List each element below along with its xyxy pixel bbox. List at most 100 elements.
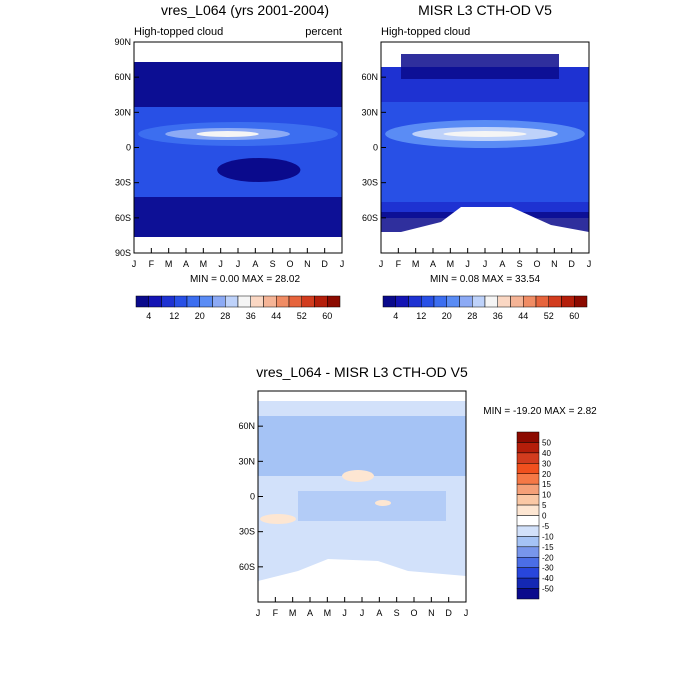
panel-model-y-tick-label: 60S bbox=[115, 213, 131, 223]
panel-diff-x-tick-label: D bbox=[445, 608, 452, 618]
panel-obs-colorbar-swatch bbox=[433, 295, 447, 308]
panel-obs-colorbar-label: 28 bbox=[467, 311, 477, 321]
panel-diff-y-tick-label: 30S bbox=[239, 527, 255, 537]
panel-obs-y-tick-label: 30N bbox=[361, 107, 378, 117]
panel-obs-colorbar-swatch bbox=[548, 295, 562, 308]
panel-diff-title: vres_L064 - MISR L3 CTH-OD V5 bbox=[256, 364, 468, 380]
panel-diff-x-tick-label: N bbox=[428, 608, 435, 618]
panel-model-colorbar-swatch bbox=[263, 295, 277, 308]
panel-model-stats: MIN = 0.00 MAX = 28.02 bbox=[190, 274, 300, 285]
panel-diff-colorbar-label: 30 bbox=[542, 459, 551, 468]
panel-obs-x-tick-label: F bbox=[396, 259, 402, 269]
panel-diff-colorbar-label: 15 bbox=[542, 480, 551, 489]
panel-obs-title: MISR L3 CTH-OD V5 bbox=[418, 2, 552, 18]
panel-model-x-tick-label: A bbox=[183, 259, 189, 269]
panel-diff-colorbar-swatch bbox=[516, 473, 540, 485]
panel-model-x-tick-label: N bbox=[304, 259, 311, 269]
panel-obs-colorbar-swatch bbox=[382, 295, 396, 308]
panel-model-colorbar-swatch bbox=[301, 295, 315, 308]
panel-obs-stats: MIN = 0.08 MAX = 33.54 bbox=[430, 274, 540, 285]
panel-model-colorbar-label: 20 bbox=[195, 311, 205, 321]
panel-model-x-tick-label: F bbox=[149, 259, 155, 269]
panel-diff-colorbar-label: -40 bbox=[542, 574, 554, 583]
panel-model-colorbar-label: 52 bbox=[297, 311, 307, 321]
panel-obs-y-ticks: 60N 30N 0 30S 60S bbox=[361, 72, 386, 223]
panel-diff-colorbar-swatch bbox=[516, 483, 540, 495]
panel-obs-x-tick-label: D bbox=[568, 259, 575, 269]
panel-diff-colorbar-swatch bbox=[516, 442, 540, 454]
panel-model-y-tick-label: 0 bbox=[126, 143, 131, 153]
panel-model-colorbar-swatch bbox=[314, 295, 328, 308]
panel-obs-x-tick-label: J bbox=[483, 259, 488, 269]
panel-obs-colorbar-swatch bbox=[408, 295, 422, 308]
panel-diff-colorbar-swatch bbox=[516, 546, 540, 558]
panel-diff-colorbar-swatch bbox=[516, 494, 540, 506]
panel-model-colorbar-swatch bbox=[276, 295, 290, 308]
panel-diff-x-tick-label: A bbox=[376, 608, 382, 618]
panel-diff-colorbar-swatch bbox=[516, 504, 540, 516]
panel-model-colorbar: 4 12 20 28 36 44 52 60 bbox=[135, 295, 341, 321]
panel-model-y-tick-label: 90S bbox=[115, 248, 131, 258]
panel-diff-stats: MIN = -19.20 MAX = 2.82 bbox=[483, 406, 597, 417]
panel-model: vres_L064 (yrs 2001-2004) High-topped cl… bbox=[114, 2, 344, 321]
panel-diff-colorbar-label: 10 bbox=[542, 491, 551, 500]
panel-obs-y-tick-label: 0 bbox=[373, 143, 378, 153]
panel-model-x-tick-label: J bbox=[218, 259, 223, 269]
panel-diff-x-tick-label: J bbox=[342, 608, 347, 618]
panel-obs-colorbar-label: 4 bbox=[393, 311, 398, 321]
panel-model-colorbar-swatch bbox=[327, 295, 341, 308]
panel-obs-x-tick-label: N bbox=[551, 259, 558, 269]
panel-model-x-tick-label: S bbox=[270, 259, 276, 269]
panel-model-colorbar-swatch bbox=[199, 295, 213, 308]
panel-obs-x-tick-label: J bbox=[379, 259, 384, 269]
panel-model-field bbox=[134, 42, 342, 253]
panel-diff-colorbar-label: -30 bbox=[542, 564, 554, 573]
panel-obs-colorbar-label: 12 bbox=[416, 311, 426, 321]
panel-diff-x-tick-label: F bbox=[273, 608, 279, 618]
panel-obs-colorbar-label: 44 bbox=[518, 311, 528, 321]
panel-diff-y-tick-label: 60S bbox=[239, 562, 255, 572]
panel-model-title: vres_L064 (yrs 2001-2004) bbox=[161, 2, 329, 18]
panel-diff-colorbar-label: 0 bbox=[542, 512, 547, 521]
panel-diff-colorbar-label: -5 bbox=[542, 522, 550, 531]
panel-model-colorbar-swatch bbox=[250, 295, 264, 308]
panel-obs-colorbar-swatch bbox=[510, 295, 524, 308]
panel-obs-colorbar-swatch bbox=[535, 295, 549, 308]
panel-obs-x-tick-label: M bbox=[447, 259, 455, 269]
panel-diff-colorbar-label: -10 bbox=[542, 532, 554, 541]
panel-obs-colorbar-label: 60 bbox=[569, 311, 579, 321]
panel-model-colorbar-swatch bbox=[148, 295, 162, 308]
panel-model-colorbar-label: 28 bbox=[220, 311, 230, 321]
panel-obs-field bbox=[381, 42, 589, 253]
panel-model-colorbar-swatch bbox=[161, 295, 175, 308]
panel-model-colorbar-swatch bbox=[135, 295, 149, 308]
panel-obs-colorbar-swatch bbox=[459, 295, 473, 308]
panel-diff-x-tick-label: M bbox=[289, 608, 297, 618]
panel-diff-colorbar-label: -15 bbox=[542, 543, 554, 552]
panel-obs-x-tick-label: S bbox=[517, 259, 523, 269]
panel-model-colorbar-swatch bbox=[186, 295, 200, 308]
panel-model-x-tick-label: J bbox=[132, 259, 137, 269]
panel-obs-x-tick-label: O bbox=[533, 259, 540, 269]
panel-model-colorbar-label: 60 bbox=[322, 311, 332, 321]
panel-diff-y-tick-label: 0 bbox=[250, 492, 255, 502]
panel-model-x-tick-label: O bbox=[286, 259, 293, 269]
panel-model-y-tick-label: 30S bbox=[115, 178, 131, 188]
panel-obs-colorbar-swatch bbox=[497, 295, 511, 308]
panel-obs-subtitle-left: High-topped cloud bbox=[381, 26, 470, 38]
panel-obs-y-tick-label: 60S bbox=[362, 213, 378, 223]
panel-obs-y-tick-label: 60N bbox=[361, 72, 378, 82]
panel-diff-colorbar-swatch bbox=[516, 557, 540, 568]
panel-obs-colorbar-swatch bbox=[561, 295, 575, 308]
panel-diff-x-tick-label: J bbox=[360, 608, 365, 618]
panel-diff-x-tick-label: J bbox=[256, 608, 261, 618]
panel-obs-colorbar-swatch bbox=[472, 295, 486, 308]
panel-model-colorbar-swatch bbox=[212, 295, 226, 308]
panel-diff-colorbar-swatch bbox=[516, 463, 540, 474]
panel-model-y-tick-label: 30N bbox=[114, 107, 131, 117]
